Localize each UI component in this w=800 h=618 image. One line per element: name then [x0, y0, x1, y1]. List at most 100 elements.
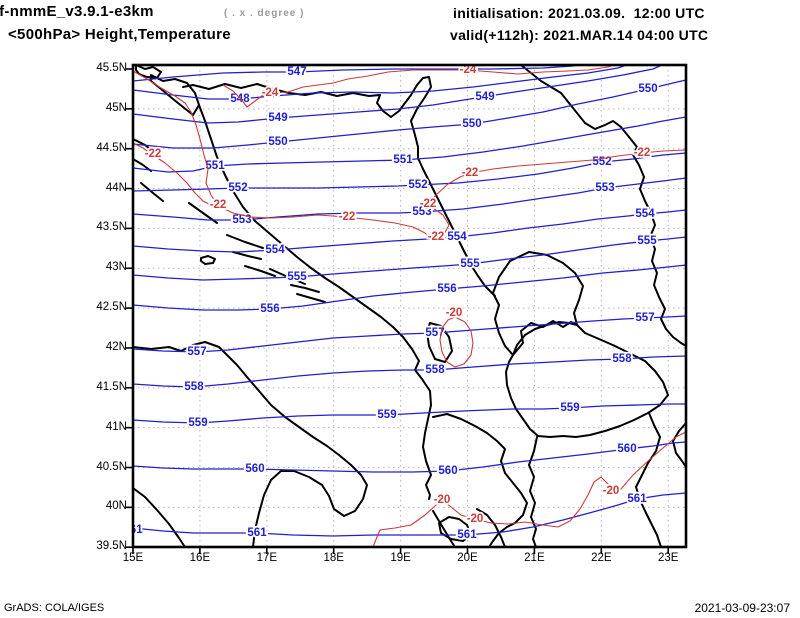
height-contour-label: 553: [232, 214, 251, 226]
lon-tick-label: 16E: [189, 552, 211, 564]
height-contour-557: [133, 315, 686, 353]
lat-tick-label: 41N: [105, 420, 127, 433]
height-contour-label: 549: [268, 112, 287, 124]
height-contour-label: 561: [247, 527, 267, 539]
temp-contour-label: -22: [462, 167, 479, 179]
init-time-label: initialisation: 2021.03.09. 12:00 UTC: [453, 5, 705, 21]
temp-contour--20: [439, 316, 474, 368]
coastline-path: [244, 265, 276, 277]
coastline-path: [150, 74, 200, 116]
height-contour-label: 558: [425, 364, 445, 376]
lat-tick-label: 45N: [105, 101, 127, 114]
height-contour-label: 547: [287, 66, 306, 78]
grads-credit: GrADS: COLA/IGES: [4, 602, 105, 614]
height-contour-560: [133, 441, 686, 473]
height-contour-label: 555: [637, 235, 657, 247]
temp-contour--24: [222, 65, 616, 108]
height-contour-label: 552: [228, 182, 247, 194]
height-contour-555: [133, 236, 686, 281]
temp-contour-label: -24: [460, 64, 477, 76]
height-contour-552: [133, 152, 686, 192]
height-contour-label: 551: [393, 154, 413, 166]
lon-tick-label: 19E: [390, 552, 411, 564]
lat-tick-label: 39.5N: [96, 540, 127, 553]
lat-tick-label: 41.5N: [96, 380, 127, 393]
temp-contour--22: [133, 70, 686, 242]
lon-tick-label: 18E: [323, 552, 344, 564]
lat-tick-label: 43.5N: [96, 221, 127, 234]
height-contour-label: 559: [188, 417, 207, 429]
height-contour-559: [133, 403, 686, 424]
coastline-path: [290, 284, 320, 293]
height-contour-label: 550: [268, 136, 287, 148]
render-timestamp: 2021-03-09-23:07: [694, 601, 790, 615]
grid-lines: [133, 65, 686, 547]
height-contour-label: 550: [462, 118, 481, 130]
height-contour-label: 555: [460, 258, 480, 270]
height-contour-label: 551: [205, 160, 225, 172]
height-contour-553: [133, 177, 686, 221]
height-contour-label: 554: [265, 244, 285, 256]
coastline-path: [432, 413, 528, 547]
temp-contour-label: -22: [420, 198, 437, 210]
temp-contour-label: -20: [603, 485, 620, 497]
height-contour-label: 559: [560, 402, 579, 414]
height-contour-label: 552: [408, 179, 427, 191]
coastline-path: [376, 76, 496, 297]
temp-contour-label: -24: [262, 87, 279, 99]
height-contour-label: 559: [377, 409, 396, 421]
temp-contour-label: -22: [634, 147, 651, 159]
lon-tick-label: 21E: [524, 552, 545, 564]
coastlines-borders: [133, 65, 686, 547]
lon-tick-label: 15E: [122, 552, 144, 564]
coastline-path: [133, 341, 368, 547]
height-contour-547: [133, 65, 581, 82]
temp-contour: [133, 65, 686, 547]
lat-tick-label: 44.5N: [96, 141, 127, 154]
temp-contour-label: -20: [467, 513, 484, 525]
coastline-path: [432, 510, 456, 547]
height-contour-label: 560: [438, 465, 457, 477]
temp-contour-label: -22: [339, 211, 356, 223]
height-contour-554: [133, 209, 686, 253]
coastline-path: [232, 251, 262, 260]
height-contour-556: [133, 264, 686, 311]
coastline-path: [635, 412, 662, 547]
temp-contour--22: [133, 142, 218, 207]
height-contour-label: 550: [638, 83, 657, 95]
coastline-path: [133, 487, 186, 547]
height-contour-label: 557: [635, 312, 654, 324]
height-contour: [133, 65, 686, 537]
lon-tick-label: 17E: [256, 552, 278, 564]
coastline-path: [182, 83, 381, 97]
coastline-path: [133, 158, 152, 172]
lat-tick-label: 45.5N: [96, 62, 127, 74]
coastline-path: [492, 251, 584, 356]
coastline-path: [476, 508, 506, 547]
lat-tick-label: 40N: [105, 500, 127, 513]
lat-tick-label: 42.5N: [96, 301, 127, 314]
coastline-path: [426, 322, 453, 363]
height-contour-label: 549: [475, 91, 494, 103]
coastline-path: [528, 436, 538, 547]
coastline-path: [200, 255, 216, 265]
temp-contour-label: -20: [434, 494, 451, 506]
map-area: 547 548 549 549 550 550 550 551 551 552 552 552 553 5…: [123, 55, 696, 557]
height-contour-label: 554: [635, 208, 655, 220]
temp-contour-labels: -24 -24 -22 -22 -22 -22 -22 -22 -22 -20 -20 -20 -20: [143, 64, 652, 527]
height-contour-label: 561: [627, 493, 647, 505]
lon-tick-label: 23E: [657, 552, 679, 564]
coastline-path: [226, 234, 264, 249]
temp-contour-label: -20: [446, 307, 463, 319]
coastline-path: [520, 65, 686, 347]
height-contour-label: 554: [447, 231, 467, 243]
lon-tick-label: 20E: [457, 552, 478, 564]
temp-contour--20: [372, 431, 686, 547]
height-contour-label: 560: [617, 443, 636, 455]
temp-contour-label: -22: [428, 231, 445, 243]
height-contour-label: 558: [184, 381, 204, 393]
model-grid-note: ( . x . degree ): [224, 8, 305, 19]
height-contour-label: 553: [595, 182, 614, 194]
